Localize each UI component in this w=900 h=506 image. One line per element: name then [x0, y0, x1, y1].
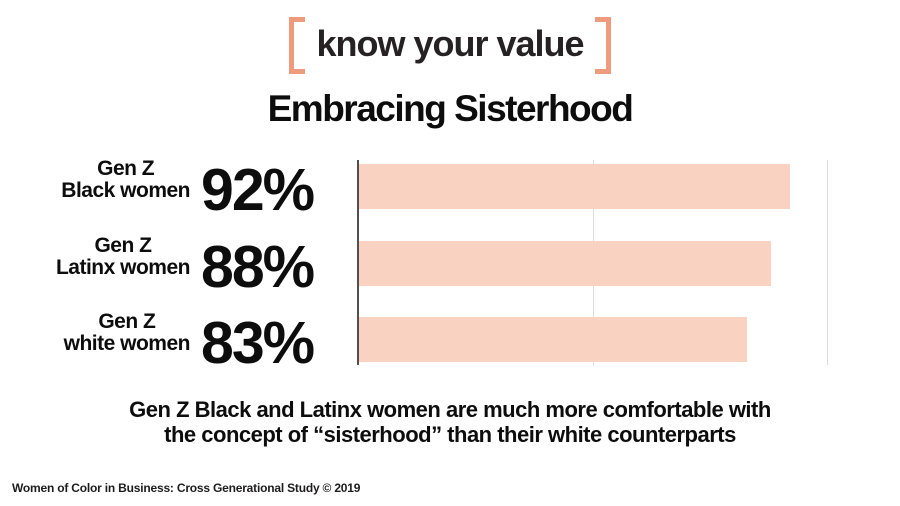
- bar-latinx-women: [359, 241, 771, 286]
- chart-caption: Gen Z Black and Latinx women are much mo…: [0, 397, 900, 447]
- value-label: 83%: [201, 310, 315, 376]
- category-label-line2: Latinx women: [55, 256, 191, 279]
- category-label-line1: Gen Z: [94, 234, 152, 257]
- right-bracket-icon: [594, 16, 611, 74]
- category-label-line2: white women: [63, 332, 191, 355]
- bar-black-women: [359, 164, 790, 209]
- caption-line2: the concept of “sisterhood” than their w…: [164, 422, 736, 447]
- bar-white-women: [359, 317, 747, 362]
- logo-text: know your value: [316, 22, 584, 64]
- category-label-line1: Gen Z: [97, 157, 155, 180]
- value-label: 88%: [201, 234, 315, 300]
- bar-row-white-women: Gen Z white women 83%: [0, 310, 900, 376]
- category-label: Gen Z Latinx women: [55, 234, 191, 279]
- caption-line1: Gen Z Black and Latinx women are much mo…: [129, 397, 771, 422]
- left-bracket-icon: [289, 16, 306, 74]
- know-your-value-logo: know your value: [0, 14, 900, 76]
- bar-row-black-women: Gen Z Black women 92%: [0, 157, 900, 223]
- category-label-line1: Gen Z: [98, 310, 156, 333]
- category-label: Gen Z white women: [63, 310, 191, 355]
- y-axis-line: [357, 160, 359, 365]
- category-label: Gen Z Black women: [61, 158, 190, 202]
- bar-row-latinx-women: Gen Z Latinx women 88%: [0, 234, 900, 300]
- value-label: 92%: [201, 157, 315, 223]
- category-label-line2: Black women: [61, 179, 190, 202]
- chart-title: Embracing Sisterhood: [267, 88, 634, 129]
- gridline-100pct: [827, 160, 828, 365]
- source-credit: Women of Color in Business: Cross Genera…: [12, 481, 361, 495]
